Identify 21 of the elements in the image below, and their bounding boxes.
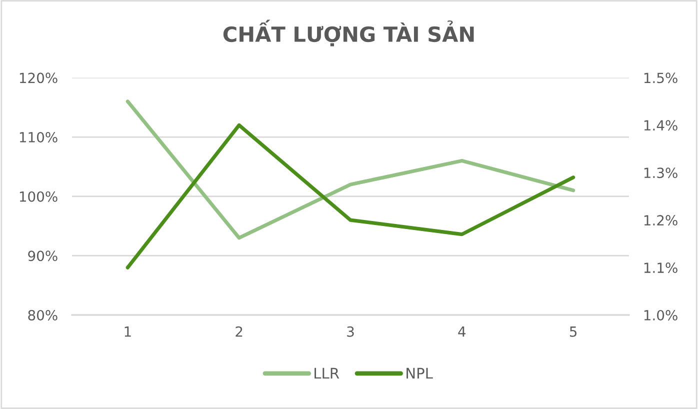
chart-title: CHẤT LƯỢNG TÀI SẢN xyxy=(223,20,474,46)
legend-label: LLR xyxy=(314,368,340,379)
y-tick-label: 110% xyxy=(20,132,58,142)
legend-label: NPL xyxy=(406,368,433,379)
y-tick-label: 90% xyxy=(28,250,58,262)
x-tick-label: 3 xyxy=(347,326,354,337)
y2-tick-label: 1.3% xyxy=(644,168,678,178)
y2-tick-label: 1.1% xyxy=(644,262,678,274)
y2-tick-label: 1.2% xyxy=(644,215,678,226)
x-tick-label: 2 xyxy=(236,326,242,337)
y2-tick-label: 1.5% xyxy=(644,72,678,84)
y-tick-label: 100% xyxy=(20,191,58,202)
y2-tick-label: 1.0% xyxy=(644,310,678,320)
x-tick-label: 1 xyxy=(124,326,131,337)
x-tick-label: 5 xyxy=(570,326,577,337)
x-tick-label: 4 xyxy=(458,326,466,337)
y-tick-label: 120% xyxy=(20,72,58,84)
y2-tick-label: 1.4% xyxy=(644,120,678,131)
line-series xyxy=(126,123,576,270)
y-tick-label: 80% xyxy=(28,310,58,320)
line-series xyxy=(126,100,576,240)
